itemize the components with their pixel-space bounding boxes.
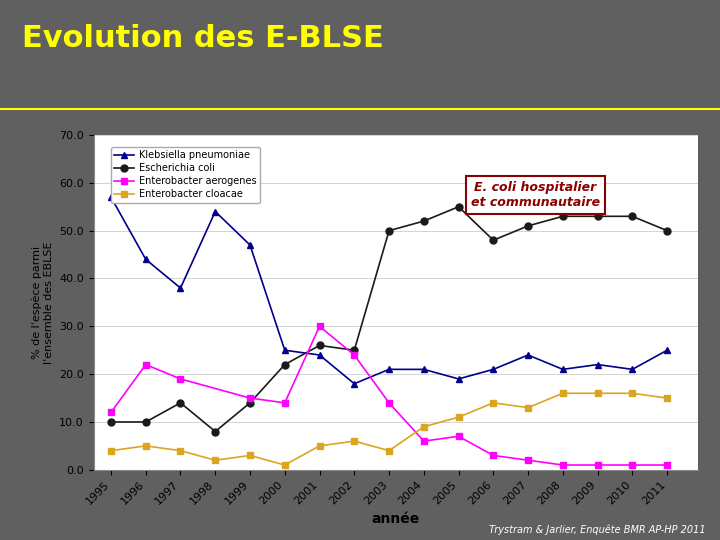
X-axis label: année: année (372, 512, 420, 526)
Text: Trystram & Jarlier, Enquête BMR AP-HP 2011: Trystram & Jarlier, Enquête BMR AP-HP 20… (489, 524, 706, 535)
Legend: Klebsiella pneumoniae, Escherichia coli, Enterobacter aerogenes, Enterobacter cl: Klebsiella pneumoniae, Escherichia coli,… (111, 146, 260, 203)
Y-axis label: % de l'espèce parmi
l'ensemble des EBLSE: % de l'espèce parmi l'ensemble des EBLSE (32, 241, 53, 363)
Text: Evolution des E-BLSE: Evolution des E-BLSE (22, 24, 383, 53)
Text: E. coli hospitalier
et communautaire: E. coli hospitalier et communautaire (471, 181, 600, 210)
